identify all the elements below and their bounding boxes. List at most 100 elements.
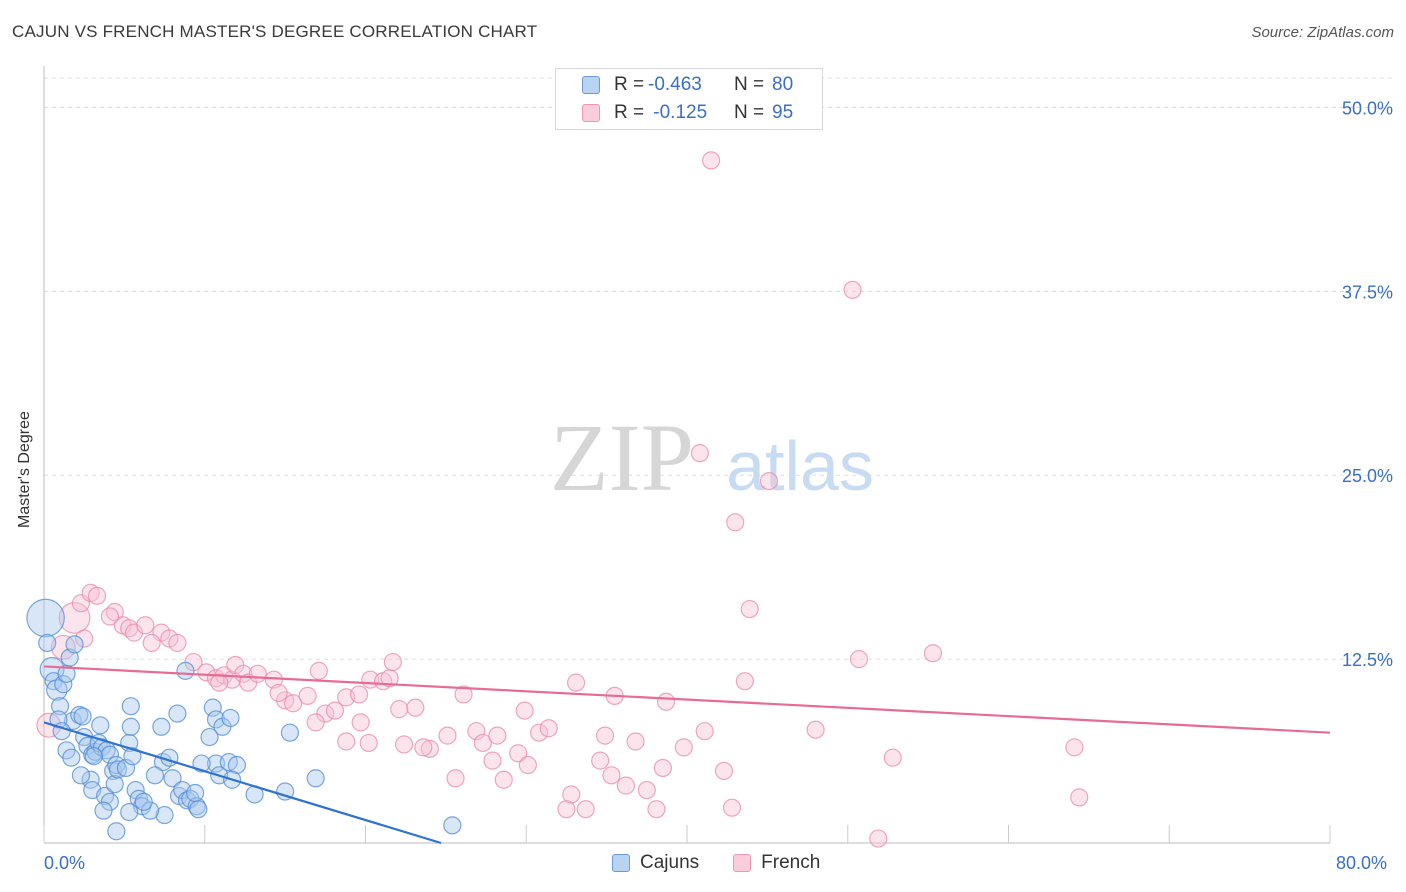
cajun-point bbox=[95, 786, 115, 806]
cajun-point bbox=[203, 698, 222, 717]
french-point bbox=[325, 701, 345, 720]
french-point bbox=[168, 633, 187, 653]
r-value: -0.125 bbox=[648, 102, 708, 123]
cajun-point bbox=[38, 633, 57, 653]
cajun-point bbox=[163, 769, 182, 788]
french-point bbox=[849, 650, 869, 669]
french-point bbox=[467, 722, 486, 741]
french-point bbox=[690, 444, 709, 463]
french-point bbox=[759, 471, 779, 491]
french-point bbox=[1065, 738, 1084, 757]
watermark-atlas: atlas bbox=[726, 427, 874, 505]
french-point bbox=[518, 755, 537, 775]
cajun-point bbox=[54, 675, 73, 694]
n-value: 80 bbox=[772, 74, 794, 95]
french-point bbox=[359, 733, 378, 753]
french-point bbox=[438, 726, 457, 745]
r-label: R = bbox=[614, 102, 645, 123]
french-point bbox=[657, 692, 676, 711]
french-point bbox=[87, 586, 107, 605]
cajun-point bbox=[443, 816, 462, 835]
french-point bbox=[394, 735, 414, 754]
cajun-point bbox=[71, 766, 91, 785]
french-point bbox=[539, 719, 558, 738]
french-point bbox=[197, 663, 216, 682]
cajun-point bbox=[134, 792, 153, 811]
french-point bbox=[483, 751, 502, 770]
cajun-point bbox=[49, 710, 68, 729]
chart-title: CAJUN VS FRENCH MASTER'S DEGREE CORRELAT… bbox=[12, 22, 538, 41]
cajun-point bbox=[120, 803, 139, 822]
french-point bbox=[515, 701, 534, 720]
french-point bbox=[726, 513, 745, 532]
series-legend: Cajuns French bbox=[612, 852, 820, 874]
french-point bbox=[351, 713, 370, 732]
cajun-point bbox=[26, 598, 65, 638]
french-point bbox=[509, 744, 528, 763]
french-point bbox=[591, 751, 610, 770]
french-point bbox=[843, 280, 862, 299]
r-value: -0.463 bbox=[648, 74, 702, 95]
french-point bbox=[234, 664, 253, 683]
cajun-point bbox=[107, 822, 126, 841]
french-point bbox=[420, 739, 439, 758]
n-label: N = bbox=[734, 74, 765, 95]
cajun-point bbox=[187, 797, 206, 816]
axes bbox=[43, 66, 1331, 844]
legend-label-cajuns: Cajuns bbox=[640, 852, 700, 873]
correlation-legend: R = -0.463 N = 80 R = -0.125 N = 95 bbox=[555, 68, 823, 130]
french-point bbox=[626, 732, 645, 751]
french-point bbox=[473, 733, 492, 753]
french-point bbox=[309, 661, 328, 680]
cajun-point bbox=[221, 708, 240, 728]
french-point bbox=[390, 700, 409, 719]
french-point bbox=[306, 713, 325, 732]
french-point bbox=[869, 829, 888, 848]
legend-row-cajuns: R = -0.463 N = 80 bbox=[556, 72, 822, 100]
french-point bbox=[446, 769, 465, 788]
french-trend-line bbox=[43, 665, 1331, 734]
french-point bbox=[454, 685, 473, 704]
french-point bbox=[136, 616, 155, 635]
y-tick-labels: 12.5% 25.0% 37.5% 50.0% bbox=[1342, 98, 1393, 670]
trend-lines bbox=[43, 665, 1331, 845]
cajun-point bbox=[306, 769, 325, 788]
r-label: R = bbox=[614, 74, 645, 95]
legend-item-french[interactable]: French bbox=[733, 852, 820, 874]
french-point bbox=[714, 761, 734, 781]
watermark: ZIP atlas bbox=[550, 404, 874, 511]
y-tick-label: 25.0% bbox=[1342, 466, 1393, 486]
watermark-zip: ZIP bbox=[550, 404, 694, 511]
cajun-point bbox=[91, 716, 110, 735]
french-point bbox=[337, 732, 356, 751]
legend-row-french: R = -0.125 N = 95 bbox=[556, 100, 822, 128]
french-point bbox=[595, 726, 615, 745]
french-point bbox=[557, 800, 576, 819]
cajun-trend-line bbox=[43, 721, 442, 845]
french-point bbox=[923, 644, 943, 663]
y-tick-label: 12.5% bbox=[1342, 650, 1393, 670]
french-point bbox=[210, 673, 229, 692]
y-tick-label: 50.0% bbox=[1342, 98, 1393, 118]
legend-item-cajuns[interactable]: Cajuns bbox=[612, 852, 699, 874]
french-point bbox=[414, 738, 433, 757]
cajun-point bbox=[121, 697, 140, 716]
source-credit: Source: ZipAtlas.com bbox=[1251, 24, 1394, 41]
cajun-point bbox=[227, 755, 246, 775]
french-point bbox=[488, 726, 507, 745]
french-point bbox=[50, 634, 76, 660]
cajun-point bbox=[73, 707, 92, 726]
french-point bbox=[58, 602, 91, 634]
cajun-point bbox=[65, 635, 84, 654]
french-swatch bbox=[582, 104, 600, 122]
french-point bbox=[702, 151, 721, 170]
cajun-point bbox=[62, 748, 81, 767]
french-point bbox=[298, 686, 317, 705]
french-point bbox=[602, 766, 621, 785]
french-point bbox=[494, 770, 513, 789]
french-point bbox=[100, 607, 120, 626]
cajun-point bbox=[200, 727, 219, 747]
french-point bbox=[248, 664, 267, 683]
french-point bbox=[566, 673, 586, 692]
